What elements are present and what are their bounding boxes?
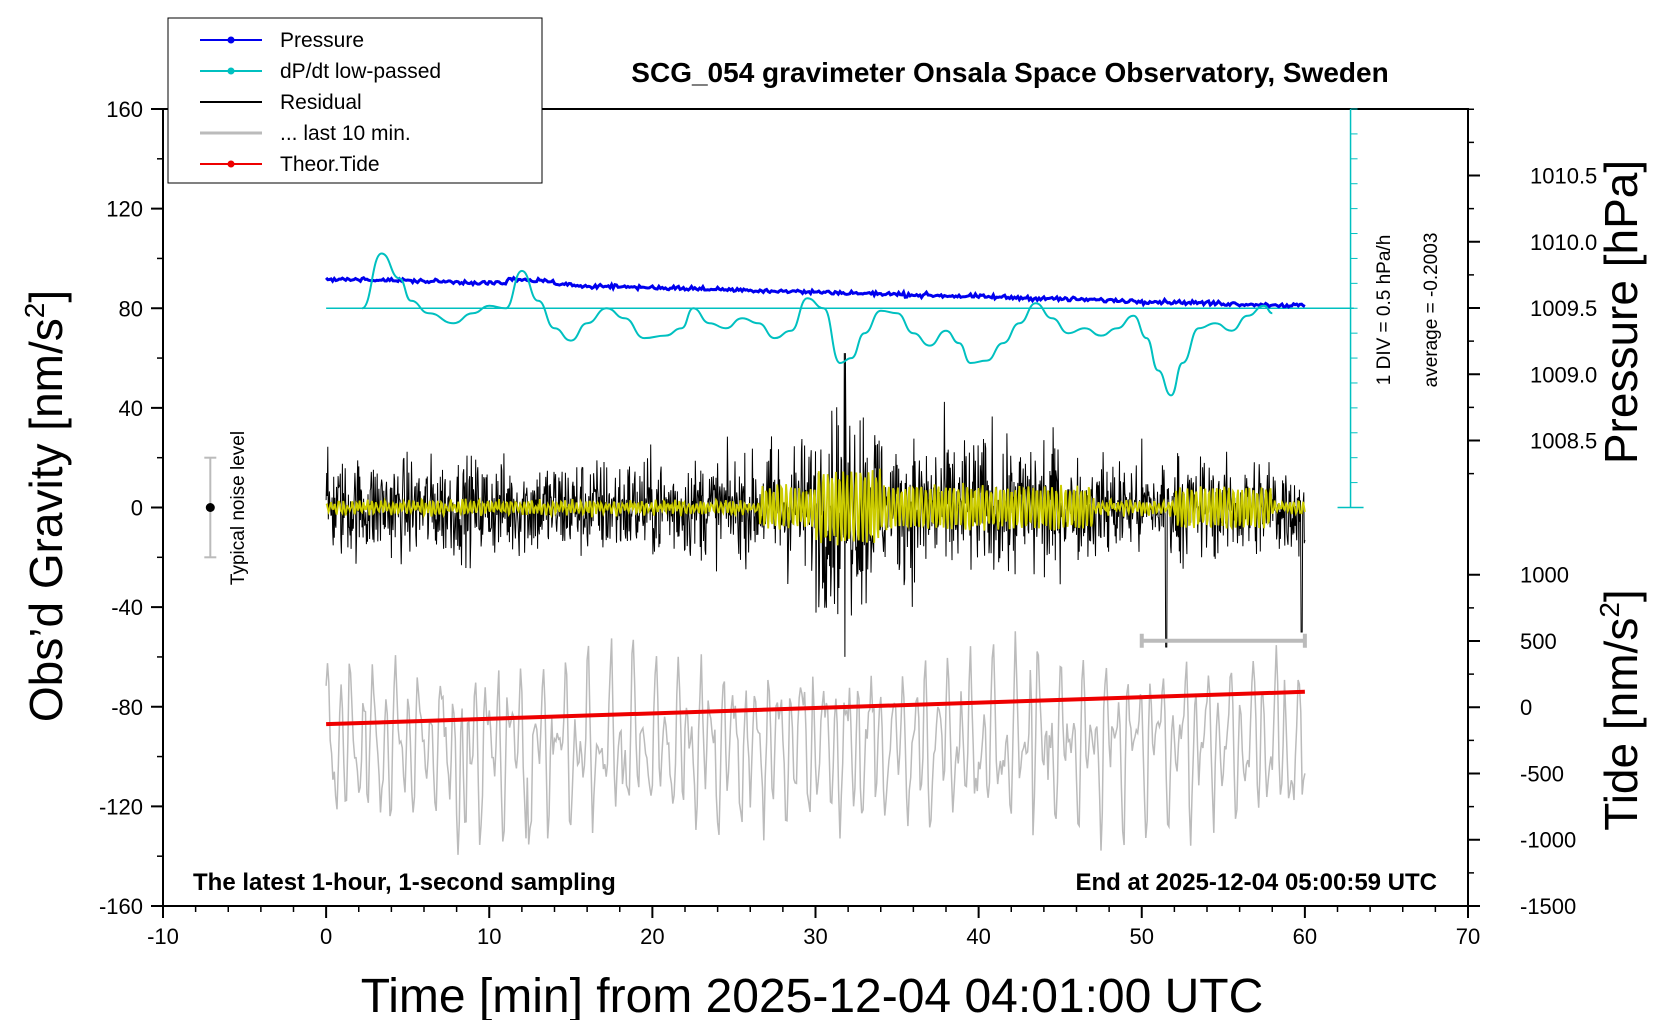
noise-level-label: Typical noise level — [228, 431, 249, 585]
tide-axis-title: Tide [nm/s2] — [1594, 589, 1647, 830]
tide-tick-label: -1500 — [1520, 894, 1576, 919]
legend-label: Theor.Tide — [280, 153, 380, 176]
x-axis-title: Time [min] from 2025-12-04 04:01:00 UTC — [361, 970, 1264, 1020]
series-layer — [325, 252, 1354, 855]
pressure-tick-label: 1010.5 — [1530, 163, 1597, 188]
y-tick-label: 40 — [119, 396, 143, 421]
legend-label: Residual — [280, 91, 362, 114]
dpdt-scale-label: 1 DIV = 0.5 hPa/h — [1374, 235, 1395, 386]
y-axis-title-left-main: Obs’d Gravity [nm/s — [20, 318, 72, 722]
tide-axis-title-main: Tide [nm/s — [1595, 618, 1647, 831]
pressure-tick-label: 1010.0 — [1530, 230, 1597, 255]
tide-tick-label: -1000 — [1520, 828, 1576, 853]
x-tick-label: 60 — [1293, 924, 1317, 949]
legend-marker — [227, 67, 235, 75]
pressure-tick-label: 1008.5 — [1530, 429, 1597, 454]
pressure-tick-label: 1009.5 — [1530, 296, 1597, 321]
y-axis-title-left-end: ] — [20, 290, 72, 303]
tide-tick-label: 0 — [1520, 695, 1532, 720]
pressure-axis-title: Pressure [hPa] — [1595, 160, 1647, 464]
chart-title: SCG_054 gravimeter Onsala Space Observat… — [631, 57, 1388, 88]
x-tick-label: 10 — [477, 924, 501, 949]
legend-label: Pressure — [280, 29, 364, 52]
noise-center-dot — [205, 503, 215, 512]
x-tick-label: 0 — [320, 924, 332, 949]
legend-box — [167, 17, 543, 184]
tide-tick-label: 500 — [1520, 629, 1557, 654]
y-tick-label: -80 — [111, 695, 143, 720]
series-pressure — [325, 275, 1306, 309]
x-tick-label: 40 — [966, 924, 990, 949]
y-tick-label: -40 — [111, 595, 143, 620]
tide-tick-label: 1000 — [1520, 563, 1569, 588]
y-tick-label: 80 — [119, 296, 143, 321]
x-tick-label: 70 — [1456, 924, 1480, 949]
y-tick-label: -160 — [99, 894, 143, 919]
pressure-tick-label: 1009.0 — [1530, 362, 1597, 387]
legend-marker — [227, 36, 235, 44]
axes-layer: -10 0 10 20 30 40 50 60 70 160 120 80 40 0 -40 -80 -120 -… — [99, 97, 1597, 949]
x-tick-label: -10 — [147, 924, 179, 949]
tide-tick-label: -500 — [1520, 761, 1564, 786]
bottom-left-note: The latest 1-hour, 1-second sampling — [193, 869, 616, 896]
y-axis-title-left: Obs’d Gravity [nm/s2] — [19, 290, 72, 722]
y-tick-label: 0 — [131, 496, 143, 521]
legend-marker — [227, 160, 235, 168]
y-tick-label: -120 — [99, 794, 143, 819]
series-tide — [326, 689, 1305, 727]
y-tick-label: 160 — [106, 97, 143, 122]
series-residual-filtered — [325, 468, 1306, 546]
series-last10 — [325, 631, 1306, 855]
tide-axis-title-end: ] — [1595, 589, 1647, 602]
y-axis-title-left-sup: 2 — [19, 303, 50, 319]
x-tick-label: 20 — [640, 924, 664, 949]
dpdt-average-label: average = -0.2003 — [1421, 233, 1442, 388]
legend: Pressure dP/dt low-passed Residual ... last… — [167, 17, 543, 184]
bottom-right-note: End at 2025-12-04 05:00:59 UTC — [1076, 869, 1438, 896]
series-residual — [325, 353, 1306, 657]
x-tick-label: 30 — [803, 924, 827, 949]
legend-label: dP/dt low-passed — [280, 60, 441, 83]
y-tick-label: 120 — [106, 197, 143, 222]
x-tick-label: 50 — [1130, 924, 1154, 949]
tide-axis-title-sup: 2 — [1594, 602, 1625, 618]
series-dpdt — [361, 252, 1273, 397]
legend-label: ... last 10 min. — [280, 122, 411, 145]
